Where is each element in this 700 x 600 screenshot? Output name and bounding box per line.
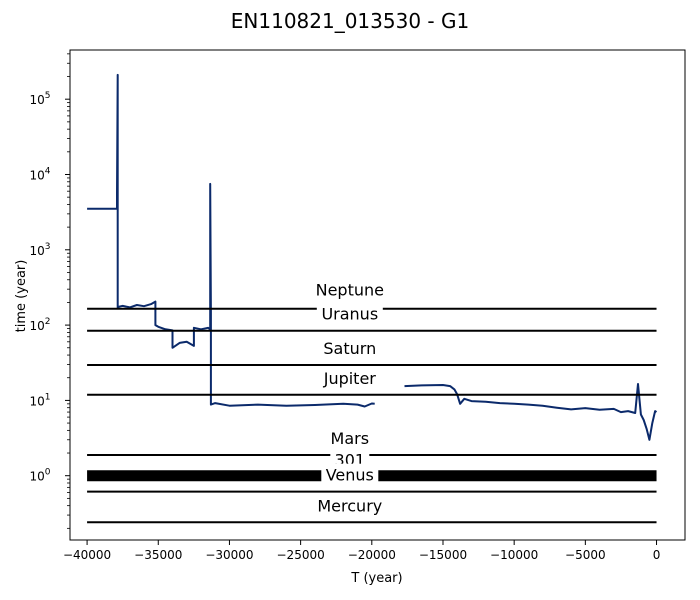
y-tick-label: 105 [29,91,50,107]
y-tick-label: 102 [29,317,50,333]
ref-label-saturn: Saturn [323,339,376,358]
ref-label-bg-saturn [316,336,383,359]
ref-label-bg-venus [321,463,379,486]
chart-title: EN110821_013530 - G1 [231,9,469,33]
ref-label-group-saturn: Saturn [316,336,383,359]
x-tick-label: −15000 [419,548,467,562]
ref-label-bg-jupiter [312,366,388,389]
y-tick-label: 100 [29,468,50,484]
ref-label-group-mars: Mars [325,426,374,449]
x-tick-label: −35000 [134,548,182,562]
ref-label-group-venus: Venus [321,463,379,486]
ref-label-mercury: Mercury [317,496,382,515]
ref-label-group-uranus: Uranus [316,302,383,325]
ref-label-bg-uranus [316,302,383,325]
ref-label-bg-mars [325,426,374,449]
y-tick-label: 101 [29,392,50,408]
y-tick-label: 103 [29,242,50,258]
x-tick-label: −20000 [348,548,396,562]
ref-label-neptune: Neptune [316,280,384,299]
x-axis-ticks: −40000 −35000 −30000 −25000 −20000 −15000 −100… [63,540,660,562]
series-line-2 [404,383,658,441]
y-tick-label: 104 [29,166,50,182]
series-line-1 [87,73,375,408]
y-axis-ticks: 100 101 102 103 104 105 [29,53,70,529]
x-tick-label: −25000 [277,548,325,562]
plot-area [69,49,686,541]
x-tick-label: −30000 [205,548,253,562]
x-axis-label: T (year) [350,571,402,586]
ref-label-uranus: Uranus [321,304,378,323]
y-axis-label: time (year) [14,260,29,333]
series-layer [87,73,658,441]
ref-label-bg-neptune [312,278,388,301]
ref-label-group-neptune: Neptune [312,278,388,301]
x-tick-label: 0 [653,548,661,562]
ref-label-venus: Venus [326,466,374,485]
ref-label-jupiter: Jupiter [323,369,377,388]
ref-label-bg-mercury [312,494,388,517]
ref-label-mars: Mars [331,429,370,448]
plot-frame [69,49,686,541]
x-tick-label: −10000 [490,548,538,562]
x-tick-label: −5000 [565,548,606,562]
ref-label-group-mercury: Mercury [312,494,388,517]
x-tick-label: −40000 [63,548,111,562]
ref-label-group-jupiter: Jupiter [312,366,388,389]
reference-lines: NeptuneUranusSaturnJupiterMars301VenusMe… [87,278,657,524]
